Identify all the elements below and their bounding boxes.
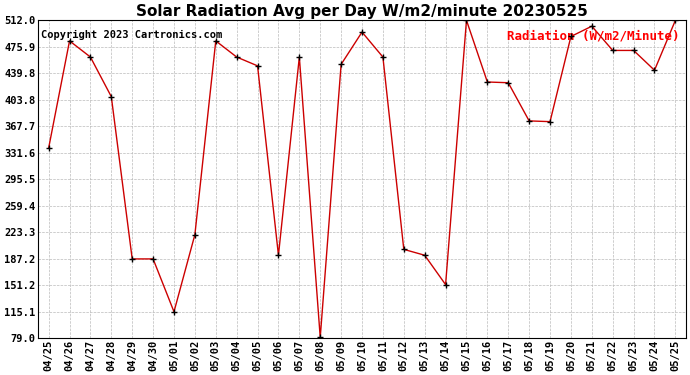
Title: Solar Radiation Avg per Day W/m2/minute 20230525: Solar Radiation Avg per Day W/m2/minute … xyxy=(136,4,588,19)
Text: Radiation (W/m2/Minute): Radiation (W/m2/Minute) xyxy=(507,30,680,43)
Text: Copyright 2023 Cartronics.com: Copyright 2023 Cartronics.com xyxy=(41,30,223,40)
